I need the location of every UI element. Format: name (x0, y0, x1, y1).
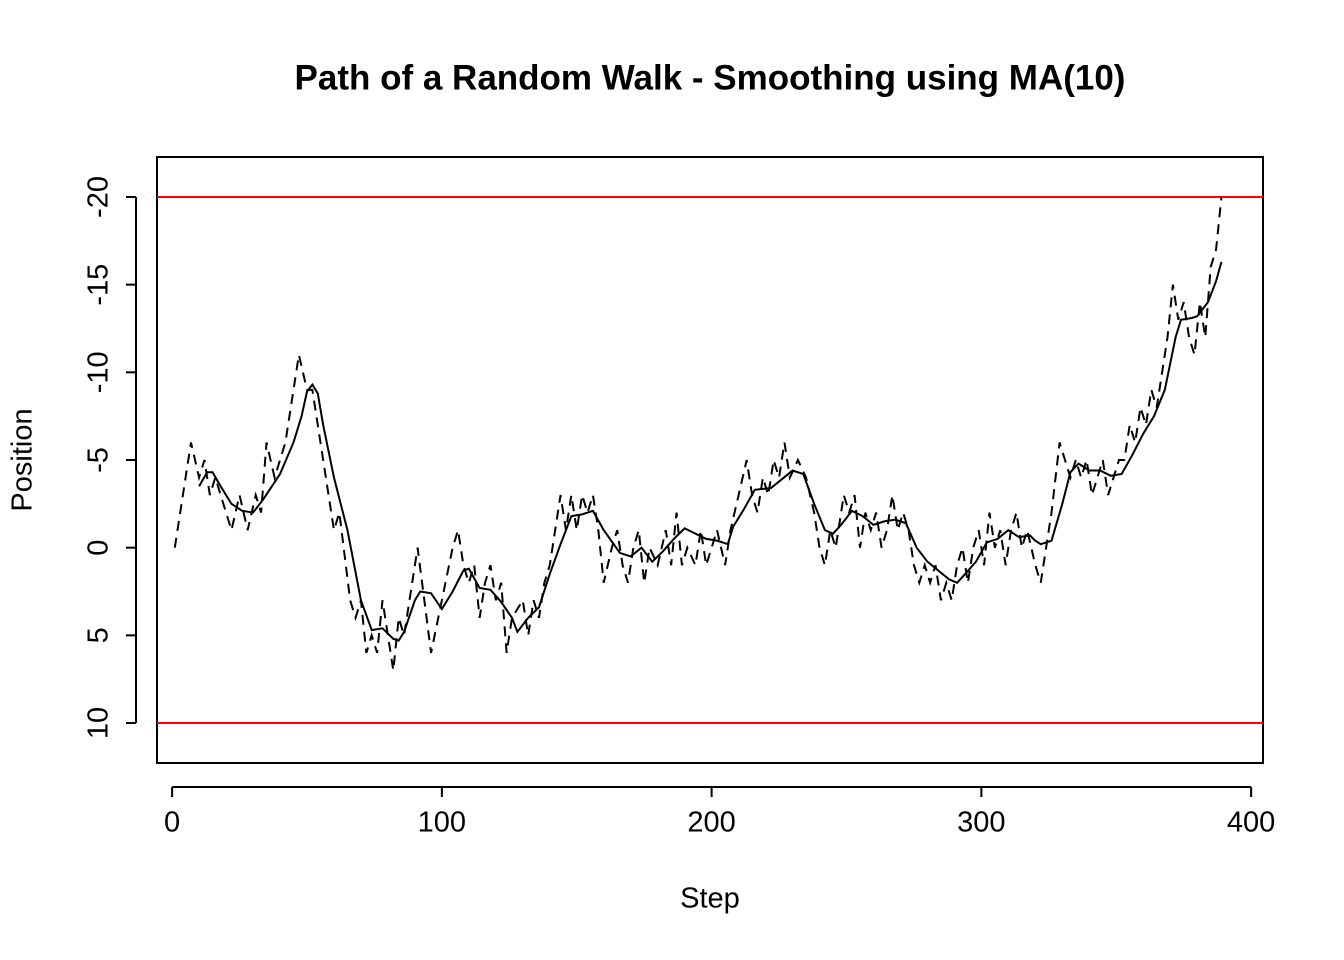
y-tick-label: -15 (83, 264, 115, 306)
x-axis-label: Step (680, 883, 740, 915)
y-tick-label: 10 (83, 707, 115, 739)
y-axis-label: Position (7, 408, 39, 511)
y-tick-label: -5 (83, 447, 115, 473)
x-tick-label: 0 (164, 807, 180, 839)
y-tick-label: -20 (83, 176, 115, 218)
x-tick-label: 400 (1227, 807, 1275, 839)
x-tick-label: 200 (687, 807, 735, 839)
y-tick-label: 0 (83, 540, 115, 556)
plot-box (156, 156, 1264, 764)
y-tick-label: 5 (83, 627, 115, 643)
x-tick-label: 300 (957, 807, 1005, 839)
series-line (198, 261, 1223, 642)
x-tick-label: 100 (418, 807, 466, 839)
chart-title: Path of a Random Walk - Smoothing using … (295, 58, 1126, 97)
y-tick-label: -10 (83, 351, 115, 393)
series-line (173, 196, 1223, 671)
